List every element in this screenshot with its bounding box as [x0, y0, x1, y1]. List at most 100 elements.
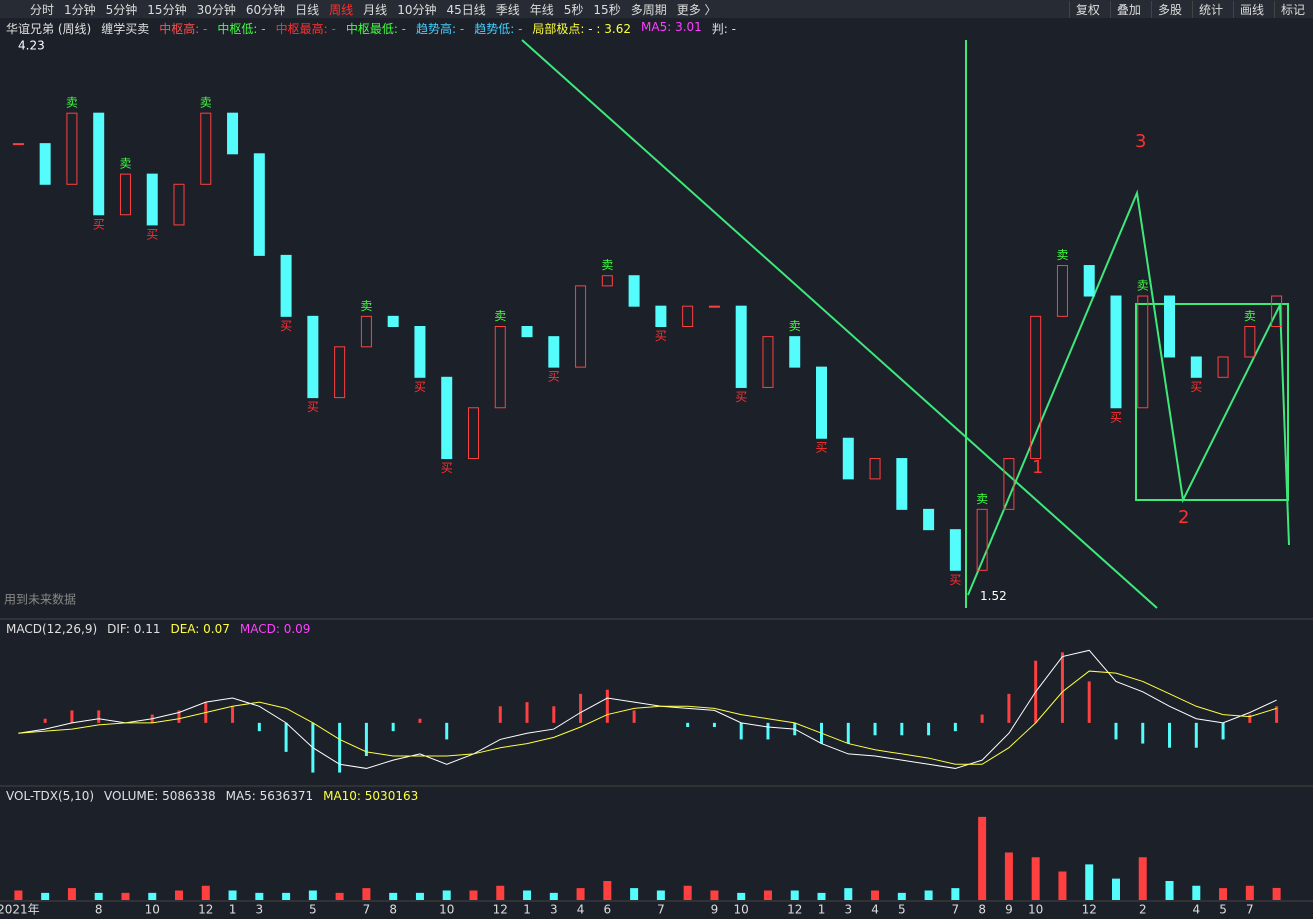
- signal: 买: [1110, 410, 1122, 424]
- volume-bar: [737, 892, 746, 900]
- period-button[interactable]: 45日线: [446, 2, 486, 17]
- candle: [360, 315, 372, 348]
- indicator-label: DIF: 0.11: [107, 622, 161, 636]
- x-tick-label: 12: [787, 903, 802, 917]
- period-button[interactable]: 10分钟: [397, 2, 437, 17]
- candle: [1110, 295, 1122, 409]
- volume-bar: [121, 892, 130, 900]
- x-tick-label: 8: [389, 903, 397, 917]
- volume-bar: [1031, 857, 1040, 900]
- indicator-label: DEA: 0.07: [170, 622, 230, 636]
- candle: [628, 275, 640, 307]
- annotation: 3: [1135, 131, 1146, 152]
- note: 用到未来数据: [4, 592, 76, 607]
- tool-button[interactable]: 复权: [1068, 0, 1100, 18]
- candle: [334, 346, 346, 399]
- volume-bar: [41, 892, 50, 900]
- tool-button[interactable]: 多股: [1150, 0, 1182, 18]
- tool-button[interactable]: 叠加: [1109, 0, 1141, 18]
- candle: [1003, 458, 1015, 510]
- period-button[interactable]: 15分钟: [147, 2, 187, 17]
- tool-button[interactable]: 标记: [1273, 0, 1305, 18]
- indicator-label: 趋势低: -: [474, 22, 523, 36]
- x-tick-label: 1: [523, 903, 531, 917]
- volume-bar: [469, 890, 478, 900]
- period-button[interactable]: 多周期: [630, 2, 667, 17]
- x-tick-label: 3: [256, 903, 264, 917]
- signal: 买: [441, 461, 453, 475]
- period-button[interactable]: 分时: [30, 2, 55, 17]
- signal: 卖: [789, 319, 801, 333]
- period-button[interactable]: 5秒: [563, 2, 584, 17]
- candle: [896, 458, 908, 510]
- indicator-label: 判: -: [711, 22, 736, 36]
- indicator-label: 中枢低: -: [217, 22, 266, 36]
- annotation: 2: [1178, 507, 1189, 528]
- signal: 卖: [976, 492, 988, 506]
- tool-button[interactable]: 统计: [1191, 0, 1223, 18]
- annotation: 1: [1032, 457, 1043, 478]
- period-button[interactable]: 日线: [295, 2, 320, 17]
- candle: [601, 275, 613, 287]
- period-button[interactable]: 15秒: [593, 2, 621, 17]
- x-tick-label: 5: [1219, 903, 1227, 917]
- candle: [494, 326, 506, 409]
- volume-bar: [978, 816, 987, 900]
- indicator-label: 华谊兄弟 (周线): [6, 22, 92, 36]
- candle: [119, 173, 131, 216]
- x-tick-label: 12: [198, 903, 213, 917]
- period-button[interactable]: 更多 〉: [676, 2, 717, 17]
- volume-bar: [523, 890, 532, 900]
- volume-bar: [763, 890, 772, 900]
- macd-header: MACD(12,26,9) DIF: 0.11 DEA: 0.07 MACD: 0.0…: [6, 622, 310, 636]
- period-button[interactable]: 30分钟: [196, 2, 236, 17]
- volume-bar: [1219, 888, 1228, 900]
- candle: [12, 143, 24, 146]
- volume-bar: [897, 892, 906, 900]
- candle: [1083, 265, 1095, 297]
- period-button[interactable]: 1分钟: [64, 2, 96, 17]
- period-button[interactable]: 周线: [329, 2, 354, 17]
- signal: 买: [816, 441, 828, 455]
- volume-bar: [951, 888, 960, 900]
- x-tick-label: 7: [1246, 903, 1254, 917]
- signal: 卖: [1244, 309, 1256, 323]
- indicator-label: MA5: 5636371: [225, 789, 314, 803]
- signal: 卖: [66, 96, 78, 110]
- candle: [735, 305, 747, 388]
- x-tick-label: 4: [577, 903, 585, 917]
- candle: [173, 183, 185, 226]
- period-button[interactable]: 月线: [363, 2, 388, 17]
- period-button[interactable]: 60分钟: [245, 2, 286, 17]
- x-tick-label: 7: [952, 903, 960, 917]
- volume-bar: [282, 892, 291, 900]
- x-tick-label: 10: [439, 903, 454, 917]
- signal: 买: [414, 380, 426, 394]
- indicator-label: 局部极点: - : 3.62: [532, 22, 632, 36]
- period-button[interactable]: 季线: [495, 2, 520, 17]
- signal: 买: [146, 227, 158, 241]
- volume-bar: [1138, 857, 1147, 900]
- candle: [655, 305, 667, 328]
- period-button[interactable]: 5分钟: [105, 2, 138, 17]
- candle: [1244, 326, 1256, 358]
- tool-button[interactable]: 画线: [1232, 0, 1264, 18]
- dif-line: [18, 649, 1277, 769]
- candle: [575, 285, 587, 368]
- candle: [414, 326, 426, 378]
- volume-bar: [1058, 871, 1067, 900]
- candle: [548, 336, 560, 368]
- volume-bar: [389, 892, 398, 900]
- high-label: 4.23: [18, 39, 45, 53]
- volume-bar: [442, 890, 451, 900]
- period-button[interactable]: 年线: [529, 2, 554, 17]
- signal: 买: [735, 390, 747, 404]
- volume-bar: [415, 892, 424, 900]
- indicator-label: 缠学买卖: [101, 22, 150, 36]
- indicator-label: MACD: 0.09: [239, 622, 311, 636]
- volume-bar: [656, 890, 665, 900]
- volume-bar: [871, 890, 880, 900]
- candle: [280, 254, 292, 317]
- signal: 买: [548, 370, 560, 384]
- x-tick-label: 4: [1192, 903, 1200, 917]
